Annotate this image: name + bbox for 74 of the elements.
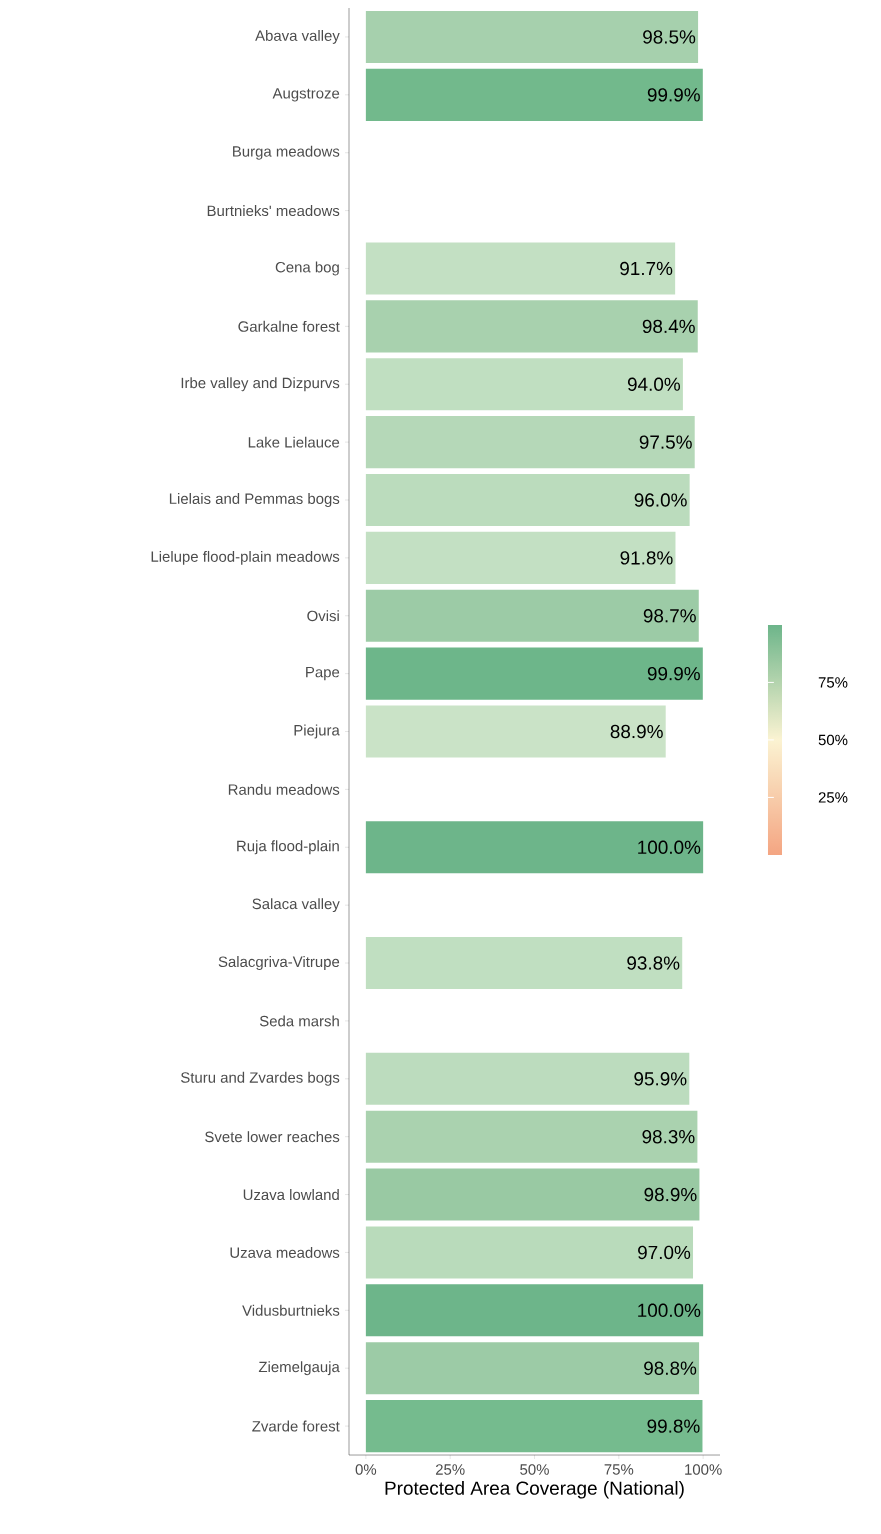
data-label: 91.7%: [620, 261, 673, 276]
data-label: 95.9%: [634, 1072, 687, 1086]
data-label: 98.5%: [643, 30, 696, 44]
data-label: 98.8%: [644, 1361, 697, 1375]
y-tick-label: Lake Lielauce: [248, 436, 340, 448]
y-tick-label: Irbe valley and Dizpurvs: [181, 377, 340, 392]
data-label: 98.7%: [643, 609, 696, 623]
bar: [365, 358, 683, 411]
bar: [365, 416, 695, 469]
data-label: 98.4%: [642, 319, 695, 334]
x-tick-label: 100%: [685, 1464, 722, 1475]
bar: [365, 1052, 690, 1105]
bar: [365, 1226, 694, 1279]
data-label: 100.0%: [638, 1303, 701, 1318]
y-tick-label: Uzava lowland: [243, 1189, 339, 1201]
bar: [365, 531, 676, 584]
color-bar-label: 50%: [818, 734, 848, 746]
bar: [365, 1400, 703, 1453]
data-label: 97.0%: [638, 1245, 691, 1260]
y-tick-label: Burtnieks' meadows: [207, 205, 340, 217]
y-tick-label: Pape: [306, 666, 340, 681]
data-label: 98.3%: [642, 1129, 695, 1144]
y-tick-label: Lielais and Pemmas bogs: [169, 493, 340, 507]
y-tick-label: Uzava meadows: [230, 1246, 340, 1258]
bar: [365, 1284, 704, 1337]
y-tick-label: Salaca valley: [252, 898, 340, 913]
y-tick-label: Zvarde forest: [252, 1420, 340, 1432]
bar: [365, 936, 683, 990]
y-tick-label: Ruja flood-plain: [237, 840, 339, 855]
x-tick-label: 25%: [435, 1464, 465, 1475]
bar: [365, 705, 666, 758]
y-tick-label: Ziemelgauja: [258, 1361, 340, 1376]
y-tick-label: Cena bog: [275, 261, 339, 276]
color-bar-label: 25%: [818, 792, 848, 803]
data-label: 94.0%: [627, 377, 681, 391]
data-label: 88.9%: [610, 724, 663, 739]
data-label: 97.5%: [639, 435, 692, 449]
color-bar-label: 75%: [818, 677, 848, 688]
bar: [365, 10, 699, 63]
y-tick-label: Randu meadows: [228, 783, 340, 795]
y-tick-label: Augstroze: [272, 88, 340, 102]
y-tick-label: Piejura: [294, 724, 340, 739]
y-tick-label: Salacgriva-Vitrupe: [218, 956, 340, 970]
y-tick-label: Garkalne forest: [238, 320, 340, 332]
x-axis-title: Protected Area Coverage (National): [385, 1480, 684, 1499]
y-tick-label: Vidusburtnieks: [242, 1304, 340, 1316]
data-label: 98.9%: [644, 1187, 697, 1202]
y-tick-label: Abava valley: [255, 29, 340, 44]
bar: [365, 1342, 700, 1395]
bar: [365, 242, 676, 295]
bar: [365, 821, 704, 874]
bar: [365, 473, 690, 527]
data-label: 100.0%: [638, 840, 701, 854]
y-tick-label: Lielupe flood-plain meadows: [151, 550, 340, 565]
bar: [365, 300, 698, 353]
data-label: 91.8%: [620, 551, 673, 565]
x-tick-label: 50%: [520, 1464, 549, 1475]
data-label: 99.8%: [647, 1419, 700, 1433]
x-tick-label: 0%: [355, 1464, 377, 1475]
data-label: 99.9%: [647, 88, 700, 102]
bar: [365, 1110, 698, 1163]
data-label: 93.8%: [627, 956, 680, 970]
y-tick-label: Svete lower reaches: [205, 1131, 340, 1143]
x-tick-label: 75%: [604, 1464, 634, 1475]
bar: [365, 647, 703, 700]
bar: [365, 1168, 700, 1221]
data-label: 99.9%: [647, 666, 700, 681]
y-tick-label: Seda marsh: [259, 1015, 339, 1027]
y-tick-label: Burga meadows: [233, 145, 340, 160]
bar: [365, 589, 699, 642]
y-tick-label: Sturu and Zvardes bogs: [181, 1071, 340, 1086]
bar: [365, 68, 703, 121]
data-label: 96.0%: [634, 493, 687, 507]
y-tick-label: Ovisi: [307, 610, 339, 622]
